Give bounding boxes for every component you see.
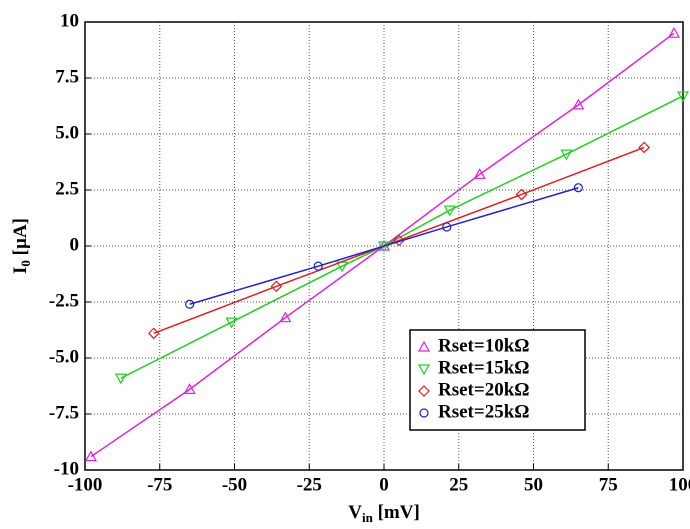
- marker: [279, 311, 292, 323]
- x-tick-label: -75: [147, 474, 172, 495]
- y-tick-label: 5.0: [55, 122, 79, 143]
- legend-label: Rset=10kΩ: [438, 335, 529, 356]
- y-tick-label: 2.5: [55, 178, 79, 199]
- marker: [676, 91, 690, 103]
- legend-box: [409, 329, 586, 431]
- marker: [393, 234, 405, 247]
- y-tick-label: 10: [60, 10, 79, 31]
- marker: [183, 383, 196, 394]
- plot-frame: [84, 21, 684, 471]
- marker: [668, 26, 681, 38]
- marker: [572, 98, 585, 110]
- x-tick-label: 100: [669, 474, 690, 495]
- y-tick-label: 0: [70, 234, 80, 255]
- legend-marker: [417, 364, 431, 376]
- marker: [185, 299, 195, 309]
- x-tick-label: -100: [68, 474, 103, 495]
- marker: [225, 317, 238, 329]
- legend-label: Rset=15kΩ: [438, 357, 529, 378]
- marker: [560, 149, 573, 161]
- y-tick-label: 7.5: [55, 66, 79, 87]
- marker: [147, 327, 160, 340]
- marker: [313, 261, 323, 271]
- x-tick-label: 50: [524, 474, 543, 495]
- series-line: [153, 146, 645, 335]
- legend-label: Rset=25kΩ: [438, 401, 529, 422]
- x-tick-label: 25: [449, 474, 468, 495]
- marker: [638, 141, 650, 154]
- marker: [84, 450, 97, 462]
- legend-marker: [417, 340, 431, 352]
- y-axis-label: I0 [µA]: [10, 218, 33, 274]
- y-tick-label: -7.5: [49, 402, 79, 423]
- marker: [114, 373, 127, 385]
- y-tick-label: -5.0: [49, 346, 79, 367]
- marker: [270, 280, 283, 293]
- legend-label: Rset=20kΩ: [438, 379, 529, 400]
- x-tick-label: 0: [379, 474, 389, 495]
- legend-marker: [418, 385, 430, 397]
- x-tick-label: -50: [222, 474, 247, 495]
- legend-marker: [419, 408, 429, 418]
- x-axis-label: Vin [mV]: [348, 502, 420, 525]
- x-tick-label: -25: [297, 474, 322, 495]
- x-tick-label: 75: [599, 474, 618, 495]
- series-line: [189, 187, 579, 305]
- series-line: [120, 95, 684, 379]
- marker: [443, 205, 456, 217]
- marker: [473, 168, 486, 179]
- marker: [515, 188, 528, 201]
- marker: [442, 222, 452, 232]
- marker: [573, 183, 583, 193]
- y-tick-label: -2.5: [49, 290, 79, 311]
- y-tick-label: -10: [54, 458, 79, 479]
